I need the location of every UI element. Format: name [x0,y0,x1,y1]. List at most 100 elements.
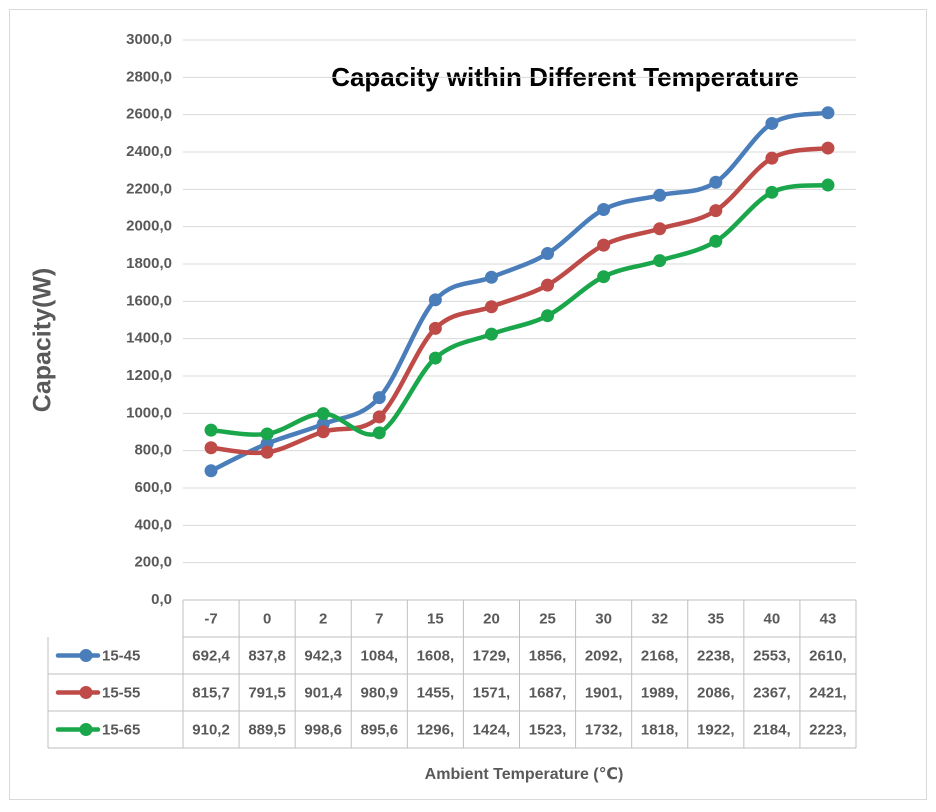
marker [372,391,386,405]
table-value: 1818, [641,721,679,738]
table-value: 791,5 [248,684,286,701]
table-value: 1523, [529,721,567,738]
x-tick-label: -7 [204,610,217,627]
marker [260,445,274,459]
marker [484,327,498,341]
x-tick-label: 35 [707,610,724,627]
y-tick-label: 2200,0 [126,180,172,197]
x-tick-label: 40 [764,610,781,627]
table-value: 1732, [585,721,623,738]
y-tick-label: 1800,0 [126,255,172,272]
table-value: 2086, [697,684,735,701]
marker [821,141,835,155]
legend-key-marker [79,686,93,699]
table-value: 1084, [361,647,399,664]
marker [541,278,555,292]
marker [428,321,442,335]
table-value: 837,8 [248,647,286,664]
y-tick-label: 0,0 [151,591,172,608]
table-value: 2168, [641,647,679,664]
marker [204,441,218,455]
table-value: 942,3 [304,647,342,664]
legend-label: 15-65 [102,721,140,738]
x-axis-label: Ambient Temperature (℃) [425,766,624,783]
y-tick-label: 1200,0 [126,367,172,384]
marker [597,238,611,252]
marker [597,202,611,216]
table-value: 815,7 [192,684,230,701]
x-tick-label: 2 [319,610,327,627]
table-value: 2553, [753,647,791,664]
y-tick-label: 800,0 [134,442,172,459]
table-value: 895,6 [361,721,399,738]
marker [597,270,611,284]
marker [765,185,779,199]
marker [541,247,555,261]
marker [372,410,386,424]
marker [428,351,442,365]
marker [204,464,218,478]
marker [372,426,386,440]
table-value: 2092, [585,647,623,664]
x-tick-label: 32 [651,610,668,627]
marker [765,116,779,130]
table-value: 1901, [585,684,623,701]
marker [204,423,218,437]
marker [484,270,498,284]
marker [709,234,723,248]
x-tick-label: 25 [539,610,556,627]
y-tick-label: 1000,0 [126,404,172,421]
table-value: 901,4 [304,684,342,701]
table-value: 889,5 [248,721,286,738]
table-value: 1455, [417,684,455,701]
marker [709,204,723,218]
x-tick-label: 15 [427,610,444,627]
y-axis-label: Capacity(W) [29,268,57,412]
marker [428,293,442,307]
marker [316,407,330,421]
table-value: 2184, [753,721,791,738]
y-tick-label: 2800,0 [126,68,172,85]
y-tick-label: 2400,0 [126,143,172,160]
y-tick-label: 1400,0 [126,330,172,347]
marker [653,254,667,268]
x-tick-label: 43 [820,610,837,627]
table-value: 980,9 [361,684,399,701]
marker [484,300,498,314]
marker [821,106,835,120]
table-value: 1296, [417,721,455,738]
y-tick-label: 200,0 [134,554,172,571]
y-tick-label: 2600,0 [126,106,172,123]
x-tick-label: 20 [483,610,500,627]
table-value: 2610, [809,647,847,664]
table-value: 1989, [641,684,679,701]
table-value: 1571, [473,684,511,701]
table-value: 2367, [753,684,791,701]
marker [765,151,779,165]
x-tick-label: 30 [595,610,612,627]
table-value: 2238, [697,647,735,664]
legend-label: 15-45 [102,647,140,664]
marker [653,222,667,236]
table-value: 1608, [417,647,455,664]
table-value: 692,4 [192,647,230,664]
table-value: 2223, [809,721,847,738]
marker [541,309,555,323]
table-value: 1424, [473,721,511,738]
chart-border [9,9,927,800]
table-value: 1729, [473,647,511,664]
table-value: 910,2 [192,721,230,738]
y-tick-label: 400,0 [134,516,172,533]
marker [260,427,274,441]
x-tick-label: 7 [375,610,383,627]
y-tick-label: 3000,0 [126,31,172,48]
y-tick-label: 600,0 [134,479,172,496]
y-tick-label: 1600,0 [126,292,172,309]
y-tick-label: 2000,0 [126,218,172,235]
table-value: 1856, [529,647,567,664]
legend-key-marker [79,723,93,736]
marker [316,425,330,439]
marker [821,178,835,192]
table-value: 1687, [529,684,567,701]
